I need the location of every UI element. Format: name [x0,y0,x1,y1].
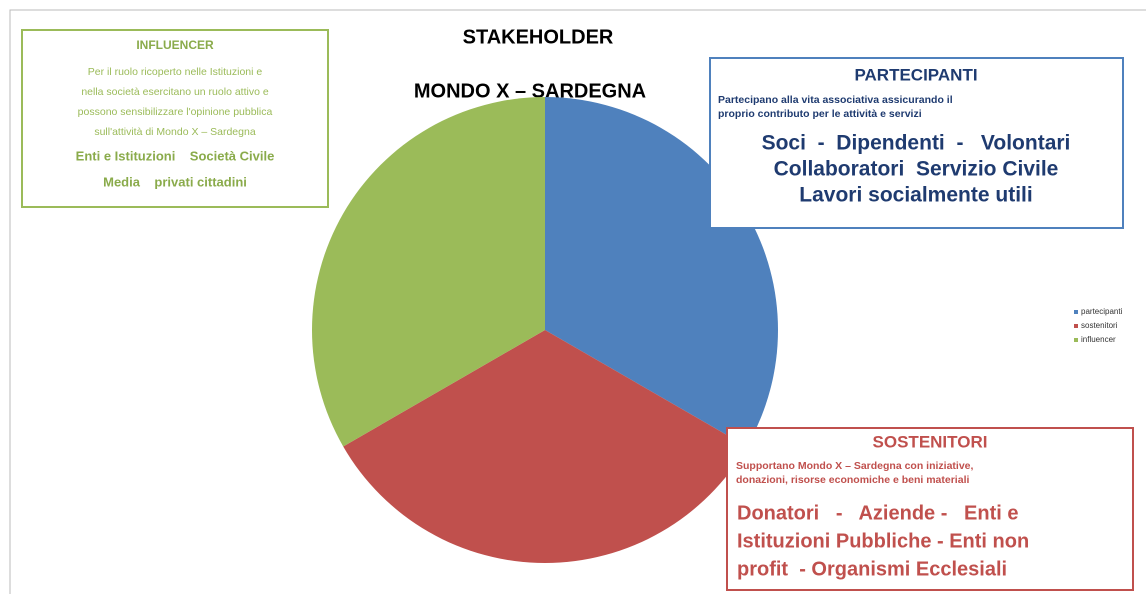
annotation-item: Donatori - Aziende - Enti e [737,502,1019,524]
annotation-item: Lavori socialmente utili [799,184,1032,207]
chart-title: STAKEHOLDER [463,26,614,48]
annotation-text: nella società esercitano un ruolo attivo… [81,86,269,98]
annotation-text: sull'attività di Mondo X – Sardegna [94,126,256,138]
chart-subtitle: MONDO X – SARDEGNA [414,80,646,102]
legend-swatch [1074,338,1078,342]
legend-label: partecipanti [1081,307,1123,316]
annotation-text: Per il ruolo ricoperto nelle Istituzioni… [88,66,263,78]
annotation-text: proprio contributo per le attività e ser… [718,108,922,120]
annotation-box [726,427,1134,591]
frame [9,9,1146,594]
annotation-text: possono sensibilizzare l'opinione pubbli… [78,106,273,118]
annotation-text: Supportano Mondo X – Sardegna con inizia… [736,460,974,472]
pie-slice [343,330,747,563]
annotation-item: Istituzioni Pubbliche - Enti non [737,530,1029,552]
annotation-item: profit - Organismi Ecclesiali [737,558,1007,580]
annotation-item: Collaboratori Servizio Civile [774,158,1059,181]
annotation-box [709,57,1124,229]
annotation-box [21,29,329,208]
legend-swatch [1074,324,1078,328]
legend-label: sostenitori [1081,321,1118,330]
annotation-text: Partecipano alla vita associativa assicu… [718,94,953,106]
annotation-item: Soci - Dipendenti - Volontari [762,132,1071,155]
annotation-title: SOSTENITORI [873,432,988,451]
annotation-title: INFLUENCER [136,38,214,52]
pie-slice [312,97,545,447]
annotation-text: donazioni, risorse economiche e beni mat… [736,474,969,486]
annotation-item: Enti e Istituzioni Società Civile [76,148,275,163]
legend-label: influencer [1081,335,1116,344]
annotation-item: Media privati cittadini [103,174,247,189]
legend-swatch [1074,310,1078,314]
annotation-title: PARTECIPANTI [854,65,977,84]
